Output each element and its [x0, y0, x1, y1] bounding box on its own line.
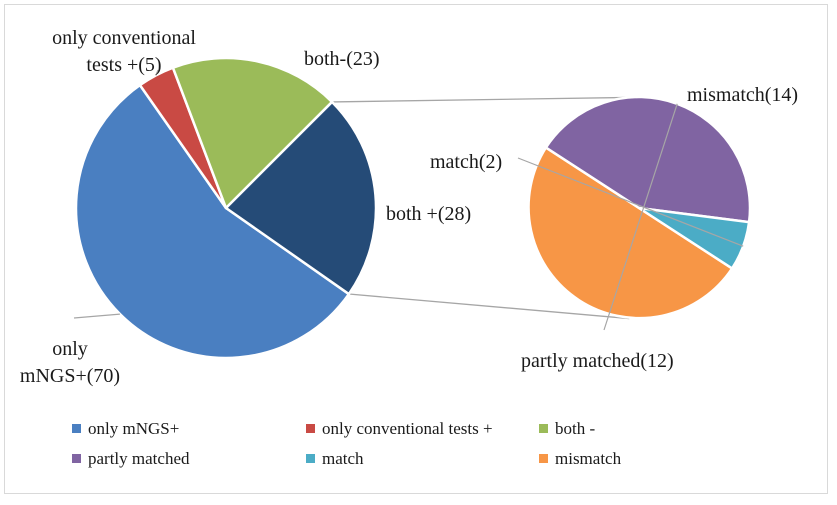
legend-label: mismatch: [555, 449, 622, 468]
legend-label: partly matched: [88, 449, 190, 468]
legend-item-only-mngs: only mNGS+: [72, 419, 179, 438]
legend-item-both: both -: [539, 419, 595, 438]
legend-item-only-conventional-tests: only conventional tests +: [306, 419, 493, 438]
legend-item-partly-matched: partly matched: [72, 449, 190, 468]
label-match: match(2): [430, 151, 502, 173]
legend-label: only conventional tests +: [322, 419, 493, 438]
legend-label: only mNGS+: [88, 419, 179, 438]
leader-line-only-conventional: [155, 69, 159, 76]
legend-label: both -: [555, 419, 595, 438]
legend-item-match: match: [306, 449, 364, 468]
legend-swatch: [306, 424, 315, 433]
label-only-mngs: only mNGS+(70): [20, 338, 120, 387]
pie2-slice-mismatch: [527, 146, 734, 320]
legend-swatch: [539, 454, 548, 463]
connector-lines: [332, 96, 630, 320]
main-pie: [74, 56, 378, 360]
pie1-slice-both: [171, 56, 334, 210]
label-partly-matched: partly matched(12): [521, 350, 674, 372]
label-mismatch: mismatch(14): [687, 84, 798, 106]
legend-label: match: [322, 449, 364, 468]
pie1-slice-both: [224, 100, 378, 296]
legend-swatch: [306, 454, 315, 463]
leader-line-only-mngs: [73, 313, 120, 319]
label-only-conventional: only conventional tests +(5): [52, 27, 196, 76]
leader-line-match: [517, 157, 744, 247]
leader-lines: [73, 69, 744, 331]
pie1-slice-only-mngs: [74, 83, 351, 360]
legend-swatch: [539, 424, 548, 433]
label-both-positive: both +(28): [386, 203, 471, 225]
legend-item-mismatch: mismatch: [539, 449, 622, 468]
secondary-pie: [527, 95, 752, 320]
pie2-slice-match: [637, 206, 751, 270]
legend: only mNGS+ only conventional tests + both …: [72, 419, 622, 468]
connector-line-bottom: [348, 293, 630, 320]
legend-swatch: [72, 424, 81, 433]
connector-line-top: [332, 96, 630, 103]
leader-line-partly-matched: [603, 103, 678, 331]
label-both-negative: both-(23): [304, 48, 380, 70]
data-labels: only mNGS+(70) only conventional tests +(5)…: [20, 27, 798, 387]
legend-swatch: [72, 454, 81, 463]
